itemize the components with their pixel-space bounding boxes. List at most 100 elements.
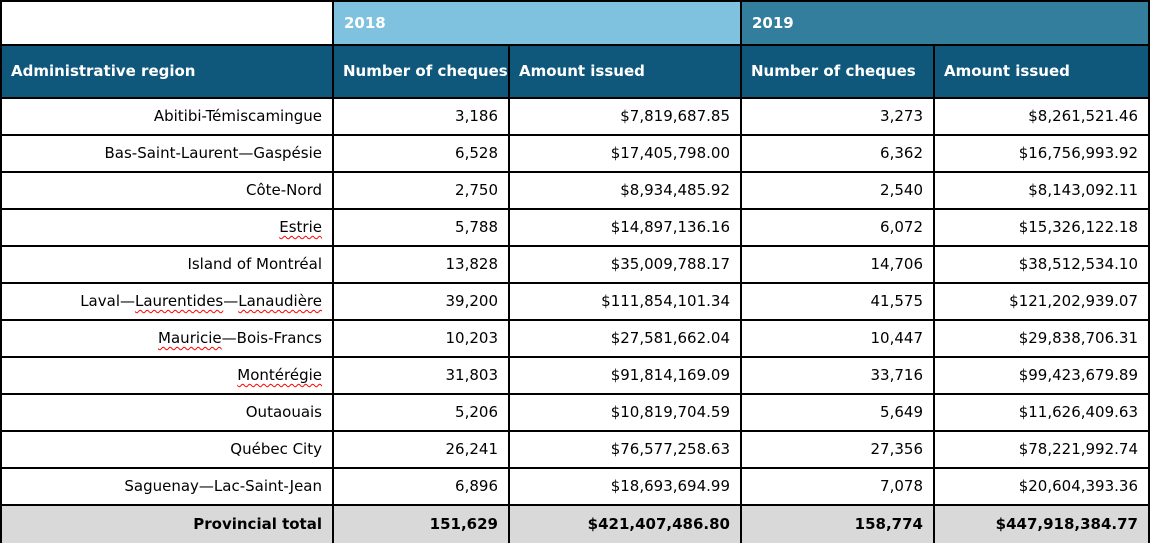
region-name-cell: Abitibi-Témiscamingue [0,97,334,136]
amount-2018-cell: $35,009,788.17 [508,245,742,284]
amount-2019-cell: $8,261,521.46 [933,97,1150,136]
cheques-2018-column-header: Number of cheques [332,44,510,99]
misspelled-word: Laurentides [135,292,224,311]
table-row: Outaouais 5,206 $10,819,704.59 5,649 $11,626… [0,393,1150,432]
region-name-text: Saguenay—Lac-Saint-Jean [124,477,322,496]
region-name-cell: Island of Montréal [0,245,334,284]
cheques-2019-cell: 7,078 [740,467,935,506]
table-row: Saguenay—Lac-Saint-Jean 6,896 $18,693,694.… [0,467,1150,506]
amount-2019-cell: $20,604,393.36 [933,467,1150,506]
table-row: Québec City 26,241 $76,577,258.63 27,356 $78… [0,430,1150,469]
amount-2018-cell: $7,819,687.85 [508,97,742,136]
corner-empty-cell [0,0,334,46]
cheques-2018-cell: 13,828 [332,245,510,284]
cheques-2019-cell: 14,706 [740,245,935,284]
cheques-2018-cell: 5,206 [332,393,510,432]
amount-2019-cell: $16,756,993.92 [933,134,1150,173]
cheques-2019-cell: 27,356 [740,430,935,469]
amount-2018-cell: $17,405,798.00 [508,134,742,173]
region-name-cell: Estrie [0,208,334,247]
amount-2019-cell: $11,626,409.63 [933,393,1150,432]
total-cheques-2019-cell: 158,774 [740,504,935,543]
region-name-text: —Bois-Francs [221,329,322,348]
cheques-2019-cell: 6,072 [740,208,935,247]
cheques-column-label: Number of cheques [343,62,508,81]
amount-2019-cell: $29,838,706.31 [933,319,1150,358]
amount-2019-cell: $8,143,092.11 [933,171,1150,210]
region-name-cell: Bas-Saint-Laurent—Gaspésie [0,134,334,173]
region-name-cell: Mauricie—Bois-Francs [0,319,334,358]
region-name-text: Island of Montréal [187,255,322,274]
cheques-2018-cell: 5,788 [332,208,510,247]
table-row: Estrie 5,788 $14,897,136.16 6,072 $15,326,12… [0,208,1150,247]
table-row: Montérégie 31,803 $91,814,169.09 33,716 $99,… [0,356,1150,395]
total-label-cell: Provincial total [0,504,334,543]
total-amount-2018-cell: $421,407,486.80 [508,504,742,543]
region-name-text: Abitibi-Témiscamingue [153,107,322,126]
column-header-row: Administrative region Number of cheques … [0,44,1150,99]
cheques-2018-cell: 6,896 [332,467,510,506]
cheques-2018-cell: 2,750 [332,171,510,210]
region-name-text: Laval— [80,292,135,311]
region-name-cell: Montérégie [0,356,334,395]
cheques-2018-cell: 6,528 [332,134,510,173]
cheques-2018-cell: 3,186 [332,97,510,136]
region-name-text: Bas-Saint-Laurent—Gaspésie [104,144,323,163]
table-row: Island of Montréal 13,828 $35,009,788.17 14… [0,245,1150,284]
misspelled-word: Estrie [279,218,322,237]
amount-2018-cell: $111,854,101.34 [508,282,742,321]
amount-2018-cell: $14,897,136.16 [508,208,742,247]
misspelled-word: Lanaudière [238,292,322,311]
cheques-2018-cell: 26,241 [332,430,510,469]
cheques-2019-cell: 5,649 [740,393,935,432]
year-2019-header: 2019 [740,0,1150,46]
table-row: Abitibi-Témiscamingue 3,186 $7,819,687.85 3… [0,97,1150,136]
amount-2018-cell: $8,934,485.92 [508,171,742,210]
region-name-cell: Québec City [0,430,334,469]
region-name-text: Québec City [230,440,322,459]
provincial-total-row: Provincial total 151,629 $421,407,486.80… [0,504,1150,543]
cheques-2018-cell: 31,803 [332,356,510,395]
table-row: Laval—Laurentides—Lanaudière 39,200 $111,8… [0,282,1150,321]
cheques-2019-column-header: Number of cheques [740,44,935,99]
amount-2018-cell: $91,814,169.09 [508,356,742,395]
table-row: Mauricie—Bois-Francs 10,203 $27,581,662.04… [0,319,1150,358]
amount-2019-column-header: Amount issued [933,44,1150,99]
region-name-cell: Saguenay—Lac-Saint-Jean [0,467,334,506]
cheques-2019-cell: 41,575 [740,282,935,321]
cheques-column-label: Number of cheques [751,62,916,81]
misspelled-word: Mauricie [158,329,222,348]
region-name-cell: Laval—Laurentides—Lanaudière [0,282,334,321]
cheques-2019-cell: 3,273 [740,97,935,136]
amount-2019-cell: $15,326,122.18 [933,208,1150,247]
table-body: Abitibi-Témiscamingue 3,186 $7,819,687.85 3… [0,97,1150,506]
region-column-header: Administrative region [0,44,334,99]
region-name-cell: Outaouais [0,393,334,432]
region-name-text: — [223,292,239,311]
amount-2018-column-header: Amount issued [508,44,742,99]
amount-2018-cell: $76,577,258.63 [508,430,742,469]
cheques-2018-cell: 39,200 [332,282,510,321]
total-cheques-2018-cell: 151,629 [332,504,510,543]
year-header-row: 2018 2019 [0,0,1150,46]
cheques-2019-cell: 10,447 [740,319,935,358]
amount-2019-cell: $38,512,534.10 [933,245,1150,284]
year-2018-header: 2018 [332,0,742,46]
table-row: Bas-Saint-Laurent—Gaspésie 6,528 $17,405,7… [0,134,1150,173]
cheques-2018-cell: 10,203 [332,319,510,358]
region-name-text: Outaouais [245,403,322,422]
cheques-2019-cell: 6,362 [740,134,935,173]
cheques-2019-cell: 33,716 [740,356,935,395]
total-amount-2019-cell: $447,918,384.77 [933,504,1150,543]
amount-2018-cell: $18,693,694.99 [508,467,742,506]
region-name-text: Côte-Nord [246,181,322,200]
amount-2019-cell: $78,221,992.74 [933,430,1150,469]
amount-2019-cell: $99,423,679.89 [933,356,1150,395]
amount-2018-cell: $10,819,704.59 [508,393,742,432]
amount-2018-cell: $27,581,662.04 [508,319,742,358]
table-row: Côte-Nord 2,750 $8,934,485.92 2,540 $8,143,0… [0,171,1150,210]
amount-2019-cell: $121,202,939.07 [933,282,1150,321]
region-name-cell: Côte-Nord [0,171,334,210]
misspelled-word: Montérégie [237,366,322,385]
